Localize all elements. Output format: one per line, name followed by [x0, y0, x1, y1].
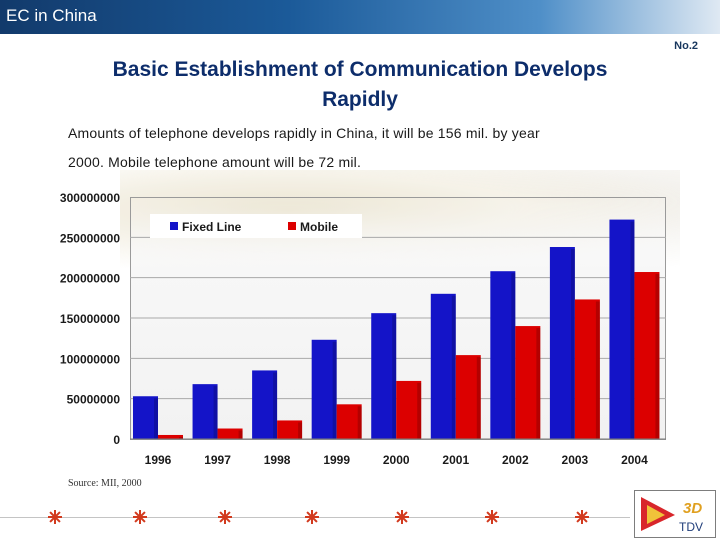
bar-shade	[179, 436, 183, 439]
x-tick-label: 2004	[621, 453, 648, 467]
bar-shade	[630, 221, 635, 439]
logo-graphic: 3D TDV	[641, 497, 703, 534]
bar-shade	[536, 328, 541, 439]
starburst-icon	[48, 510, 62, 524]
legend-swatch	[288, 222, 296, 230]
x-tick-label: 1997	[204, 453, 231, 467]
legend-box	[150, 214, 362, 238]
bar-shade	[655, 274, 660, 439]
bar-shade	[417, 382, 422, 439]
y-tick-label: 200000000	[60, 272, 120, 286]
bar-fixed-line	[133, 396, 158, 439]
subtitle-line-1: Amounts of telephone develops rapidly in…	[68, 125, 540, 141]
source-note: Source: MII, 2000	[68, 478, 142, 489]
bar-mobile	[455, 355, 481, 439]
footer-decoration	[48, 510, 589, 524]
legend-label: Mobile	[300, 220, 338, 234]
bar-shade	[357, 406, 362, 439]
header-title: EC in China	[6, 6, 97, 25]
slide-number: No.2	[674, 40, 698, 52]
bar-fixed-line	[490, 271, 516, 439]
x-tick-label: 1998	[264, 453, 291, 467]
x-tick-label: 2003	[562, 453, 589, 467]
bar-shade	[273, 372, 278, 439]
bar-fixed-line	[609, 219, 635, 439]
y-tick-label: 100000000	[60, 352, 120, 366]
bar-mobile	[217, 428, 243, 439]
y-tick-label: 300000000	[60, 191, 120, 205]
bar-fixed-line	[192, 384, 218, 439]
bar-shade	[476, 357, 481, 439]
logo-text: TDV	[679, 520, 703, 534]
bar-shade	[154, 398, 158, 439]
bar-fixed-line	[311, 339, 337, 439]
x-tick-label: 2001	[442, 453, 469, 467]
legend-label: Fixed Line	[182, 220, 242, 234]
bar-shade	[511, 273, 516, 439]
bar-mobile	[634, 272, 660, 439]
header-bar: EC in China	[0, 0, 720, 34]
bar-mobile	[336, 404, 362, 439]
bar-mobile	[396, 380, 422, 439]
x-tick-label: 2002	[502, 453, 529, 467]
logo-badge: 3D	[683, 500, 702, 517]
x-tick-label: 1999	[323, 453, 350, 467]
starburst-icon	[305, 510, 319, 524]
logo-triangle-inner	[647, 505, 665, 524]
bar-shade	[332, 341, 337, 439]
starburst-icon	[575, 510, 589, 524]
bar-shade	[392, 315, 397, 439]
y-tick-label: 50000000	[67, 393, 121, 407]
y-tick-label: 250000000	[60, 231, 120, 245]
y-tick-label: 0	[113, 433, 120, 447]
bar-mobile	[515, 326, 541, 439]
legend-swatch	[170, 222, 178, 230]
tdv-logo: 3D TDV	[634, 490, 716, 538]
y-tick-label: 150000000	[60, 312, 120, 326]
bar-shade	[213, 386, 218, 439]
bar-fixed-line	[549, 247, 575, 439]
bar-fixed-line	[252, 370, 278, 439]
starburst-icon	[395, 510, 409, 524]
x-tick-label: 1996	[145, 453, 172, 467]
bar-shade	[298, 422, 303, 439]
x-tick-label: 2000	[383, 453, 410, 467]
starburst-icon	[133, 510, 147, 524]
subtitle-line-2: 2000. Mobile telephone amount will be 72…	[68, 154, 362, 170]
bar-mobile	[277, 420, 303, 439]
heading-line-2: Rapidly	[322, 88, 398, 111]
starburst-icon	[485, 510, 499, 524]
bar-shade	[451, 295, 456, 439]
bar-shade	[238, 430, 243, 439]
bar-mobile	[158, 434, 183, 439]
bar-mobile	[574, 299, 600, 439]
bar-fixed-line	[430, 293, 456, 439]
bar-shade	[595, 301, 600, 439]
bar-shade	[570, 249, 575, 439]
heading-line-1: Basic Establishment of Communication Dev…	[112, 58, 608, 81]
starburst-icon	[218, 510, 232, 524]
bar-fixed-line	[371, 313, 397, 439]
slide-heading: Basic Establishment of Communication Dev…	[40, 55, 680, 115]
